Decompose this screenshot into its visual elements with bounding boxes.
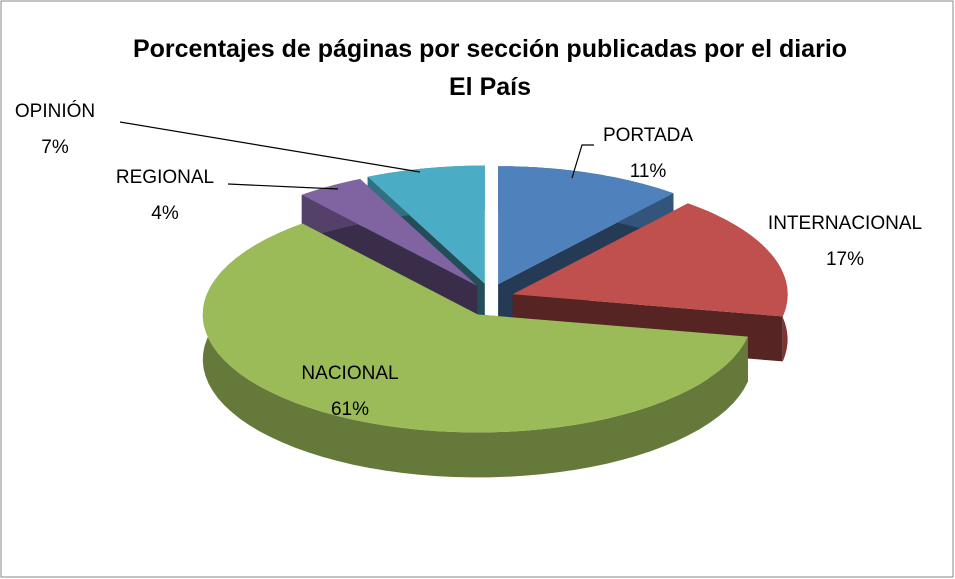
slice-label: PORTADA 11% (588, 118, 708, 190)
category-label: INTERNACIONAL (767, 213, 923, 234)
chart-title: Porcentajes de páginas por sección publi… (132, 35, 848, 101)
leader-line (227, 183, 339, 190)
value-label: 4% (151, 203, 179, 224)
slice-label: OPINIÓN 7% (0, 94, 110, 166)
pie-slice (202, 223, 748, 478)
category-label: NACIONAL (301, 363, 399, 384)
slice-top (202, 223, 748, 433)
slice-top (512, 203, 788, 317)
leader-line (119, 121, 421, 173)
slice-top (301, 179, 478, 286)
value-label: 61% (330, 399, 370, 420)
category-label: PORTADA (602, 125, 694, 146)
slice-top (367, 165, 485, 284)
slice-label: NACIONAL 61% (290, 356, 410, 428)
pie (202, 165, 788, 478)
leader-line (571, 144, 594, 179)
category-label: OPINIÓN (14, 101, 96, 122)
slice-label: REGIONAL 4% (90, 160, 240, 232)
value-label: 7% (41, 137, 69, 158)
category-label: REGIONAL (115, 167, 215, 188)
value-label: 17% (825, 249, 865, 270)
slice-top (498, 166, 674, 285)
value-label: 11% (629, 161, 667, 182)
slice-label: INTERNACIONAL 17% (750, 206, 940, 278)
